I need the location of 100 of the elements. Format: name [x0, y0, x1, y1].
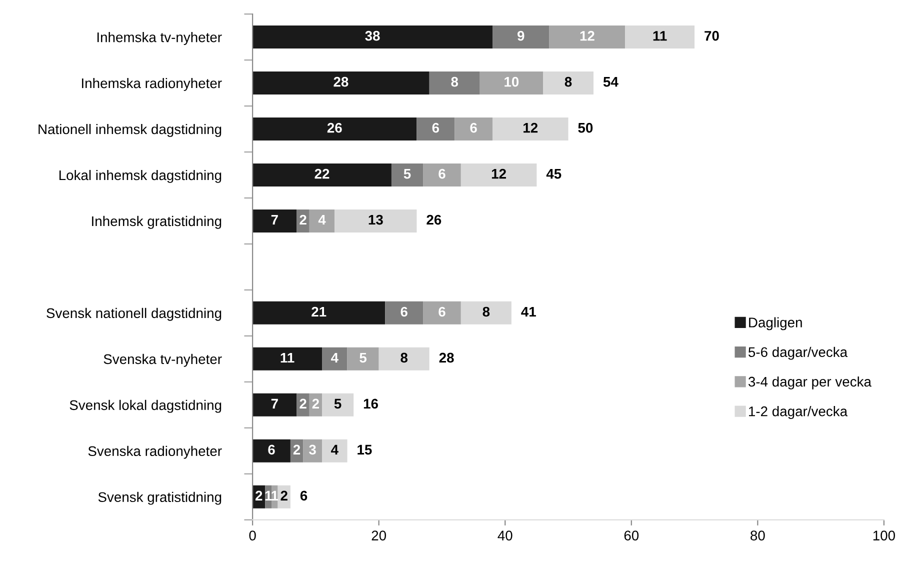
bar	[309, 209, 335, 232]
bar	[492, 26, 550, 49]
bar	[460, 301, 512, 324]
data-label: 8	[482, 306, 490, 317]
data-label: 2	[293, 444, 300, 454]
total-label: 54	[603, 77, 618, 87]
data-label: 5	[404, 169, 411, 179]
data-label: 2	[300, 214, 306, 225]
bar	[252, 26, 492, 49]
x-tick-label: 100	[873, 530, 896, 540]
data-label: 13	[368, 214, 383, 225]
data-label: 4	[330, 444, 338, 454]
data-label: 12	[492, 168, 506, 179]
data-label: 26	[327, 122, 342, 133]
data-label: 38	[365, 30, 380, 41]
data-label: 1	[272, 490, 278, 500]
bar	[625, 26, 695, 49]
data-label: 6	[470, 122, 477, 133]
data-label: 6	[268, 444, 275, 455]
bar	[252, 347, 322, 370]
data-label: 28	[334, 76, 348, 87]
data-label: 2	[255, 490, 262, 500]
bar	[303, 439, 322, 462]
total-label: 28	[439, 352, 454, 363]
data-label: 2	[280, 490, 288, 500]
bar	[492, 118, 568, 140]
bar	[322, 393, 354, 416]
bar	[454, 118, 492, 140]
total-label: 16	[364, 398, 378, 409]
bar	[385, 301, 424, 324]
data-label: 12	[580, 30, 594, 41]
data-label: 6	[432, 122, 440, 133]
legend-label: 5-6 dagar/vecka	[748, 346, 848, 360]
bar	[252, 72, 430, 95]
data-label: 1	[265, 490, 272, 500]
data-label: 21	[312, 306, 326, 317]
bar	[423, 301, 461, 324]
data-label: 11	[280, 352, 294, 363]
data-label: 9	[518, 30, 524, 41]
bar	[429, 72, 480, 95]
bar	[334, 209, 417, 232]
data-label: 6	[438, 168, 446, 179]
bar	[252, 209, 297, 232]
legend-label: 3-4 dagar per vecka	[748, 376, 872, 390]
x-tick-label: 40	[498, 530, 512, 540]
data-label: 8	[451, 76, 458, 87]
y-tick-label: Svenska tv-nyheter	[104, 354, 222, 367]
data-label: 7	[271, 398, 278, 408]
x-tick-label: 0	[249, 530, 256, 540]
bar	[543, 72, 594, 95]
legend-label: Dagligen	[749, 317, 802, 330]
y-tick-label: Nationell inhemsk dagstidning	[38, 124, 222, 137]
total-label: 15	[358, 444, 372, 455]
bar	[391, 163, 424, 186]
x-tick-label: 20	[372, 530, 386, 540]
data-label: 8	[400, 352, 408, 363]
y-tick-label: Svensk nationell dagstidning	[46, 308, 222, 321]
data-label: 11	[653, 31, 667, 41]
y-tick-label: Svensk gratistidning	[98, 492, 222, 505]
total-label: 6	[300, 490, 308, 501]
bar	[322, 347, 348, 370]
total-label: 50	[578, 122, 593, 133]
data-label: 4	[318, 215, 326, 225]
data-label: 3	[309, 444, 316, 455]
data-label: 5	[360, 352, 367, 363]
data-label: 6	[400, 306, 408, 317]
data-label: 6	[438, 306, 446, 317]
bar	[378, 347, 430, 370]
data-label: 12	[524, 122, 538, 133]
bar	[480, 72, 544, 95]
total-label: 45	[546, 169, 562, 179]
y-tick-label: Svenska radionyheter	[88, 446, 222, 459]
bar	[347, 347, 379, 370]
data-label: 4	[330, 352, 338, 363]
y-tick-label: Inhemska tv-nyheter	[97, 32, 222, 45]
y-tick-label: Svensk lokal dagstidning	[70, 400, 222, 413]
data-label: 2	[312, 398, 320, 408]
bar	[460, 163, 537, 186]
data-label: 22	[314, 168, 330, 179]
bar	[252, 301, 386, 324]
data-label: 10	[504, 76, 519, 87]
total-label: 70	[704, 30, 719, 41]
bar	[252, 118, 417, 140]
data-label: 8	[564, 76, 572, 87]
total-label: 26	[426, 214, 442, 225]
y-tick-label: Inhemsk gratistidning	[92, 216, 222, 229]
x-tick-label: 60	[624, 530, 639, 540]
x-tick-label: 80	[750, 530, 765, 540]
bar	[252, 163, 392, 186]
bar	[252, 393, 297, 416]
bar	[423, 163, 461, 186]
y-tick-label: Inhemska radionyheter	[82, 78, 222, 91]
bar	[252, 439, 290, 462]
y-tick-label: Lokal inhemsk dagstidning	[59, 170, 222, 183]
legend-label: 1-2 dagar/vecka	[749, 406, 848, 420]
bar	[322, 439, 348, 462]
data-label: 7	[271, 215, 278, 225]
data-label: 5	[334, 398, 342, 409]
bar	[549, 26, 626, 49]
total-label: 41	[521, 306, 536, 317]
